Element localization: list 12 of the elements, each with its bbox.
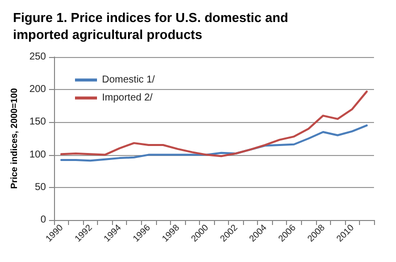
y-tick-label: 200 (29, 84, 46, 96)
y-tick-label: 100 (29, 149, 46, 160)
y-tick-label: 250 (29, 52, 46, 62)
legend-label: Imported 2/ (102, 92, 153, 104)
line-series (60, 124, 368, 162)
legend-label: Domestic 1/ (102, 74, 156, 86)
y-axis-title: Price indices, 2000=100 (8, 88, 19, 189)
y-tick-label: 50 (34, 182, 46, 193)
chart-title: Figure 1. Price indices for U.S. domestic and imported agricultural products (13, 10, 292, 42)
y-tick-label: 150 (29, 116, 46, 128)
y-tick-label: 0 (40, 214, 46, 226)
line-series (60, 90, 368, 158)
